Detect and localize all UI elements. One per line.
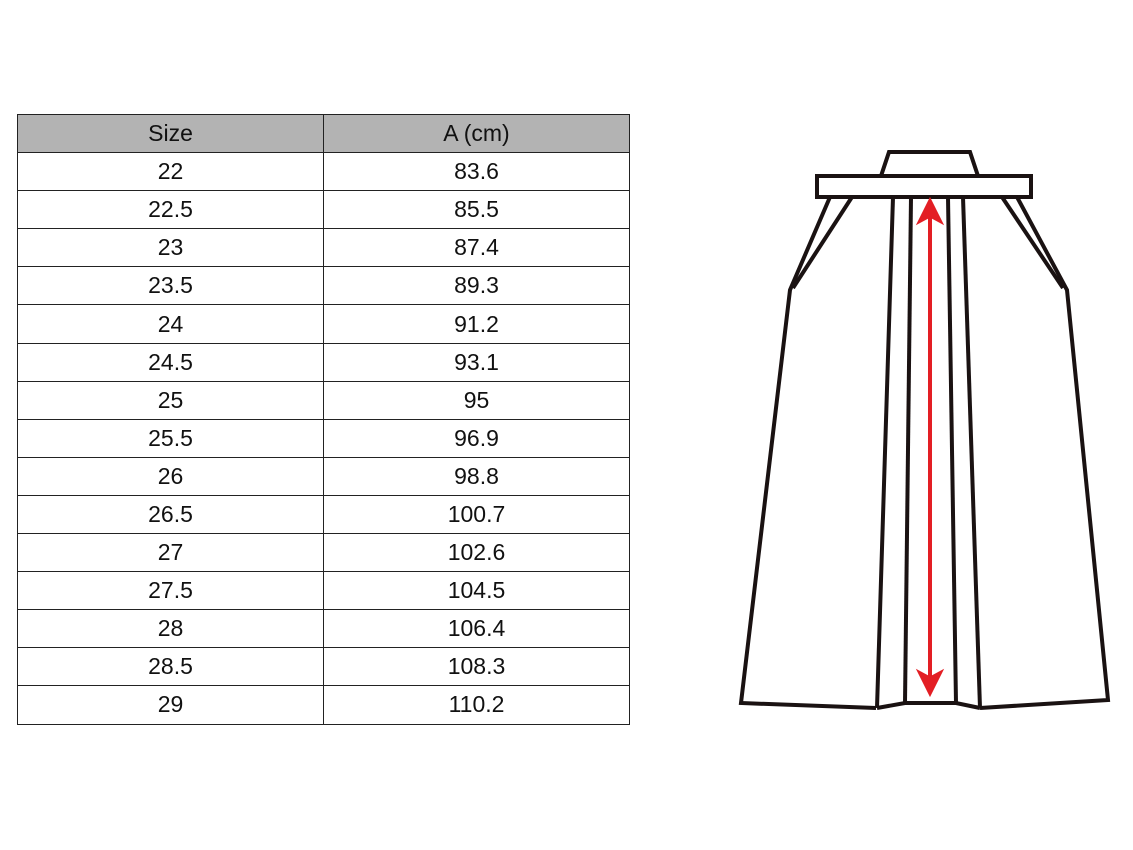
hakama-pleat-line (875, 196, 895, 709)
hakama-left-side-seam (791, 195, 854, 290)
cell-size: 26.5 (17, 494, 324, 535)
hakama-right-outline (979, 196, 1111, 710)
table-row: 22.5 85.5 (17, 190, 630, 230)
table-row: 27.5 104.5 (17, 571, 630, 611)
table-header-row: Size A (cm) (17, 113, 630, 154)
arrowhead-up (915, 196, 945, 226)
cell-size: 28.5 (17, 647, 324, 687)
cell-a-cm: 85.5 (323, 190, 630, 230)
hakama-left-outline (738, 196, 877, 710)
cell-size: 29 (17, 685, 324, 725)
table-row: 29 110.2 (17, 685, 630, 725)
hakama-right-side-seam (1000, 195, 1065, 290)
header-a-cm: A (cm) (323, 113, 630, 154)
table-row: 23.5 89.3 (17, 266, 630, 306)
hakama-pleat-line (946, 196, 958, 704)
size-table: Size A (cm) 22 83.6 22.5 85.5 23 87.4 23.5 89.3… (17, 113, 630, 725)
cell-size: 24 (17, 304, 324, 344)
hakama-pleat-line (961, 196, 982, 709)
table-row: 26 98.8 (17, 456, 630, 496)
header-size: Size (17, 113, 324, 154)
measurement-arrow-a (915, 196, 945, 698)
cell-a-cm: 95 (323, 380, 630, 420)
cell-size: 27.5 (17, 571, 324, 611)
arrowhead-down (915, 668, 945, 698)
cell-a-cm: 87.4 (323, 228, 630, 268)
hakama-pleat-line (903, 196, 913, 704)
table-row: 26.5 100.7 (17, 494, 630, 535)
hakama-center-bottom (876, 701, 981, 710)
cell-a-cm: 108.3 (323, 647, 630, 687)
table-row: 23 87.4 (17, 228, 630, 268)
hakama-koshiita (878, 150, 981, 178)
table-row: 28.5 108.3 (17, 647, 630, 687)
hakama-waistband (815, 174, 1033, 199)
cell-a-cm: 89.3 (323, 266, 630, 306)
cell-size: 25.5 (17, 418, 324, 458)
cell-size: 22.5 (17, 190, 324, 230)
cell-a-cm: 110.2 (323, 685, 630, 725)
